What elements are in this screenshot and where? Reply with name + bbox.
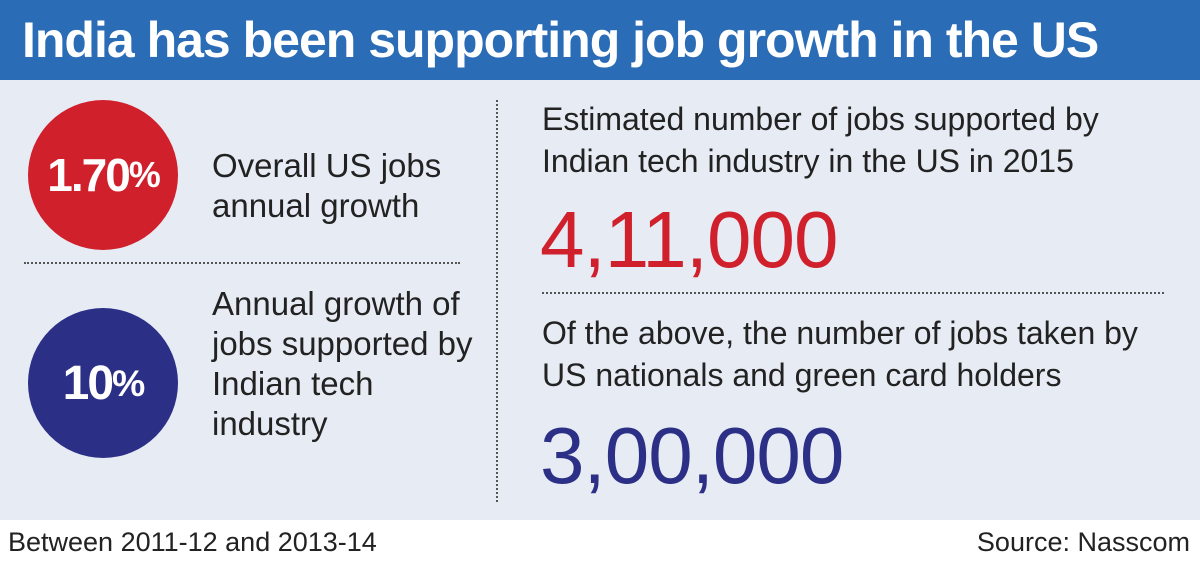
period-note: Between 2011-12 and 2013-14: [8, 527, 377, 557]
us-growth-label: Overall US jobs annual growth: [212, 147, 442, 224]
jobs-supported-text: Estimated number of jobs supported by In…: [542, 101, 1099, 179]
jobs-supported-number: 4,11,000: [540, 195, 838, 284]
us-nationals-number: 3,00,000: [540, 411, 844, 500]
us-growth-value: 1.70: [47, 149, 131, 201]
vertical-divider: [496, 100, 498, 502]
page-title: India has been supporting job growth in …: [22, 12, 1099, 68]
us-growth-unit: %: [128, 154, 161, 195]
indian-tech-growth-unit: %: [112, 361, 145, 404]
us-nationals-text: Of the above, the number of jobs taken b…: [542, 315, 1138, 393]
content-panel: 1.70% Overall US jobs annual growth 10% …: [0, 80, 1200, 520]
indian-tech-growth-badge: 10%: [28, 308, 178, 458]
indian-tech-growth-value: 10: [62, 356, 114, 410]
source-credit: Source: Nasscom: [976, 527, 1190, 557]
right-divider: [542, 292, 1164, 294]
left-divider: [24, 262, 460, 264]
header-banner: India has been supporting job growth in …: [0, 0, 1200, 80]
indian-tech-growth-label: Annual growth of jobs supported by India…: [212, 285, 473, 442]
us-growth-badge: 1.70%: [28, 100, 178, 250]
